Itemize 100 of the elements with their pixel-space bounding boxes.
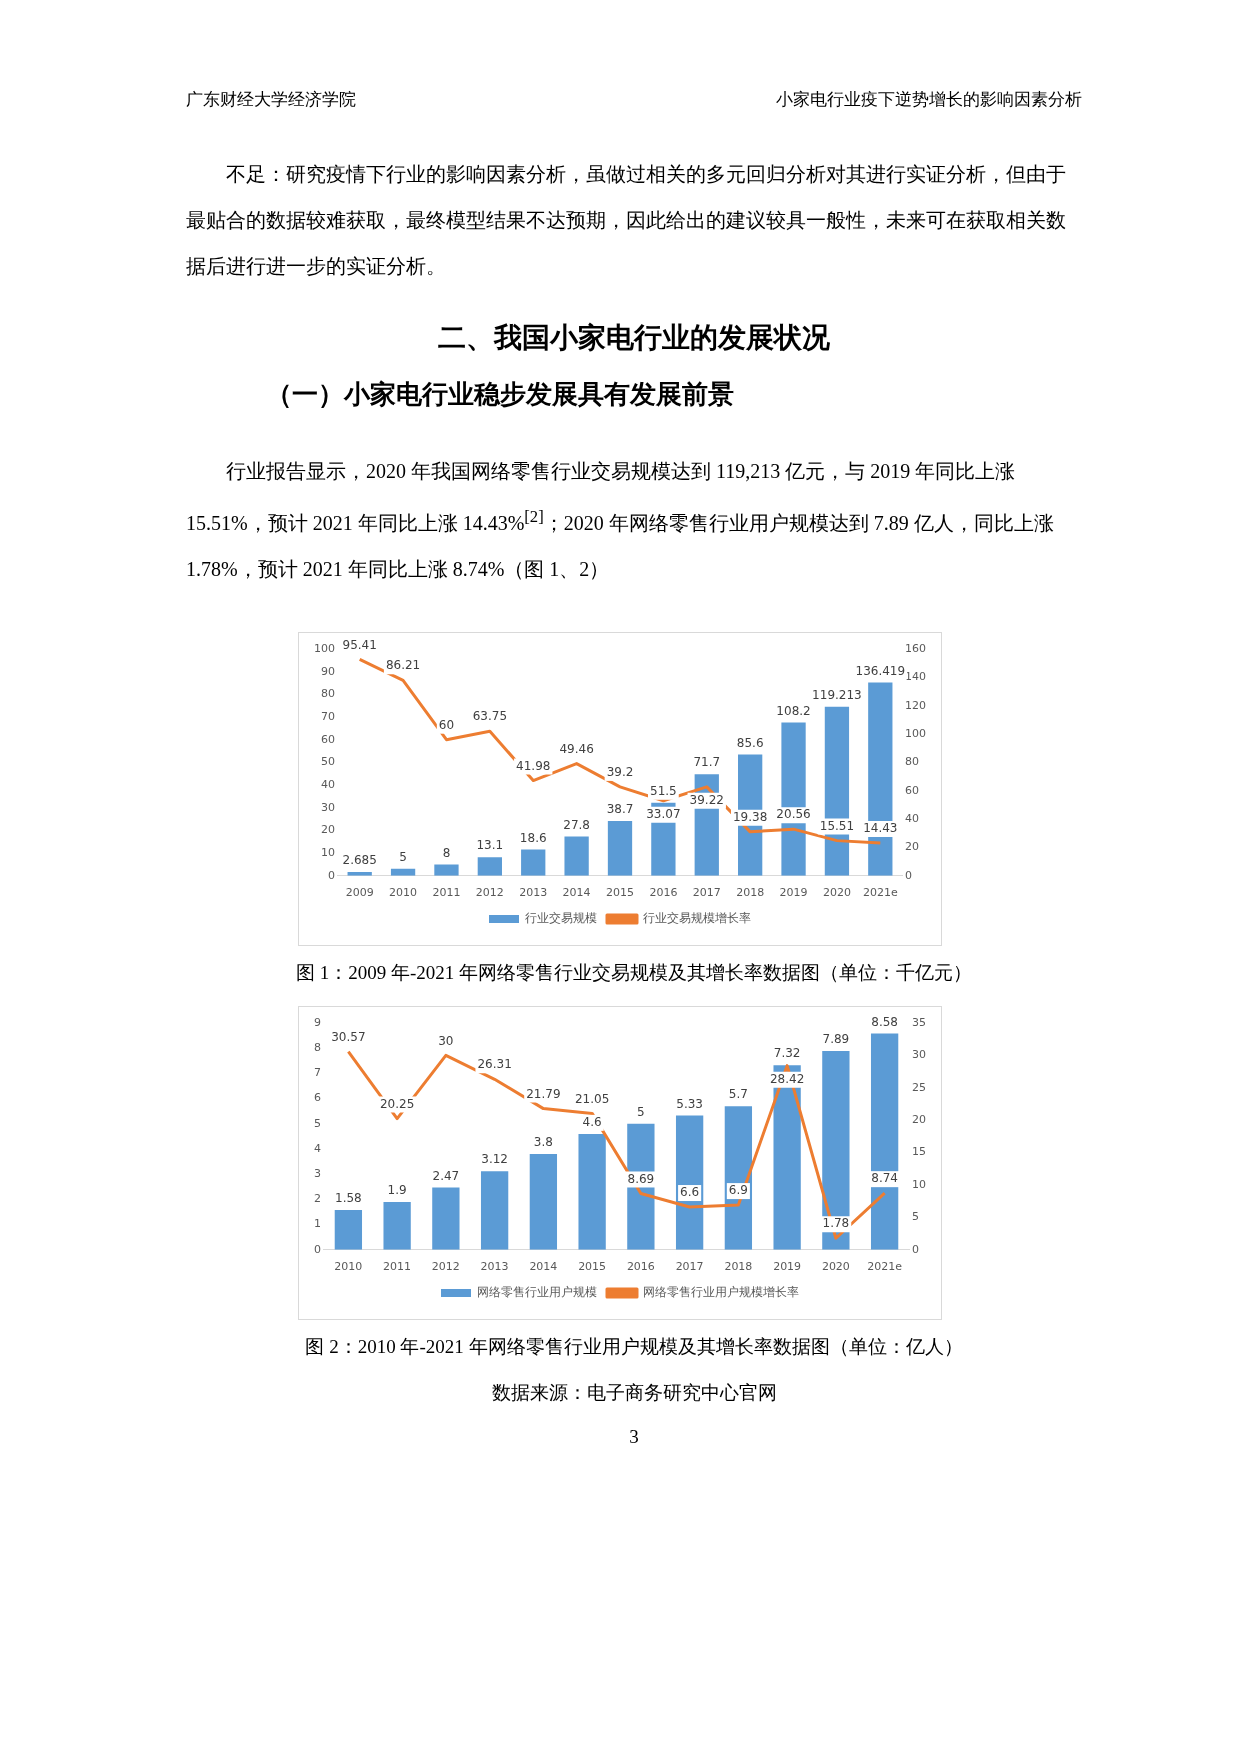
data-label: 86.21 bbox=[385, 658, 421, 673]
source-note: 数据来源：电子商务研究中心官网 bbox=[490, 1380, 778, 1405]
legend-label: 网络零售行业用户规模 bbox=[477, 1284, 597, 1299]
data-label: 1.78 bbox=[822, 1216, 850, 1231]
x-tick-label: 2019 bbox=[779, 885, 808, 899]
y-tick-label: 30 bbox=[321, 800, 335, 814]
x-tick-label: 2013 bbox=[480, 1259, 509, 1273]
y2-tick-label: 0 bbox=[905, 868, 912, 882]
y2-tick-label: 0 bbox=[912, 1242, 919, 1256]
text: （一）小家电行业稳步发展具有发展前景 bbox=[266, 378, 735, 411]
y2-tick-label: 20 bbox=[912, 1112, 926, 1126]
x-tick-label: 2009 bbox=[345, 885, 374, 899]
data-label: 3.12 bbox=[481, 1151, 508, 1166]
data-label: 19.38 bbox=[732, 809, 768, 824]
data-label: 60 bbox=[438, 717, 455, 732]
y-tick-label: 5 bbox=[314, 1116, 321, 1130]
data-label: 5.7 bbox=[728, 1086, 748, 1101]
y2-tick-label: 80 bbox=[905, 754, 919, 768]
text: 行业报告显示，2020 年我国网络零售行业交易规模达到 119,213 亿元，与 2019 年同比上涨 15.51%，预计 2021 年同比上涨 14.43%$^{[2]}$；2020 年网络零售行业用户规模达到 7.89 亿人，同比上涨 1.78%，预计 2021 年同比上涨 8.74%（图 1、2） bbox=[186, 460, 1054, 580]
data-label: 8 bbox=[442, 845, 451, 860]
bar bbox=[529, 1153, 558, 1250]
x-tick-label: 2011 bbox=[383, 1259, 412, 1273]
legend-label: 网络零售行业用户规模增长率 bbox=[643, 1284, 799, 1299]
y2-tick-label: 15 bbox=[912, 1145, 926, 1159]
y2-tick-label: 5 bbox=[912, 1209, 919, 1223]
y-tick-label: 6 bbox=[314, 1091, 321, 1105]
y-tick-label: 4 bbox=[314, 1141, 321, 1155]
y-tick-label: 40 bbox=[321, 777, 335, 791]
data-label: 20.25 bbox=[379, 1096, 415, 1111]
data-label: 26.31 bbox=[477, 1057, 512, 1072]
y-tick-label: 2 bbox=[314, 1191, 321, 1205]
legend-label: 行业交易规模增长率 bbox=[643, 910, 751, 925]
x-tick-label: 2016 bbox=[649, 885, 678, 899]
x-tick-label: 2017 bbox=[675, 1259, 704, 1273]
bar bbox=[434, 864, 459, 876]
y-tick-label: 90 bbox=[321, 664, 335, 678]
y-tick-label: 0 bbox=[328, 868, 335, 882]
data-label: 13.1 bbox=[476, 838, 504, 853]
y2-tick-label: 20 bbox=[905, 839, 919, 853]
data-label: 21.79 bbox=[526, 1086, 561, 1101]
data-label: 39.22 bbox=[689, 792, 724, 807]
data-label: 5.33 bbox=[676, 1096, 703, 1111]
data-label: 1.9 bbox=[387, 1182, 407, 1197]
y2-tick-label: 160 bbox=[905, 641, 926, 655]
y-tick-label: 3 bbox=[314, 1166, 321, 1180]
x-tick-label: 2016 bbox=[626, 1259, 655, 1273]
data-label: 136.419 bbox=[855, 663, 906, 678]
data-label: 85.6 bbox=[736, 735, 764, 750]
x-tick-label: 2020 bbox=[822, 885, 851, 899]
data-label: 21.05 bbox=[574, 1091, 610, 1106]
y-tick-label: 50 bbox=[321, 754, 335, 768]
y2-tick-label: 60 bbox=[905, 783, 919, 797]
data-label: 63.75 bbox=[472, 709, 508, 723]
y-tick-label: 7 bbox=[314, 1065, 321, 1079]
data-label: 8.69 bbox=[627, 1171, 655, 1186]
x-tick-label: 2010 bbox=[334, 1259, 363, 1273]
data-label: 41.98 bbox=[516, 758, 551, 773]
data-label: 8.74 bbox=[871, 1170, 898, 1185]
text: 小家电行业疫下逆势增长的影响因素分析 bbox=[776, 89, 1082, 111]
data-label: 6.6 bbox=[680, 1184, 700, 1199]
y-tick-label: 9 bbox=[314, 1015, 321, 1029]
text: 3 bbox=[628, 1425, 640, 1448]
y-tick-label: 8 bbox=[314, 1040, 321, 1054]
data-label: 7.32 bbox=[773, 1046, 801, 1061]
data-label: 2.47 bbox=[432, 1168, 460, 1183]
y2-tick-label: 140 bbox=[905, 669, 926, 683]
data-label: 3.8 bbox=[533, 1134, 553, 1149]
data-label: 39.2 bbox=[606, 764, 634, 779]
data-label: 38.7 bbox=[606, 801, 634, 816]
x-tick-label: 2012 bbox=[475, 885, 504, 899]
y-tick-label: 0 bbox=[314, 1242, 321, 1256]
data-label: 18.6 bbox=[519, 830, 547, 845]
data-label: 30 bbox=[438, 1033, 454, 1048]
x-tick-label: 2017 bbox=[692, 885, 721, 899]
x-tick-label: 2013 bbox=[519, 885, 548, 899]
text: 广东财经大学经济学院 bbox=[186, 89, 356, 111]
x-tick-label: 2019 bbox=[773, 1259, 802, 1273]
data-label: 7.89 bbox=[822, 1031, 850, 1046]
y-tick-label: 20 bbox=[321, 822, 335, 836]
data-label: 27.8 bbox=[563, 817, 590, 832]
data-label: 6.9 bbox=[728, 1182, 748, 1197]
data-label: 14.43 bbox=[863, 820, 898, 835]
y-tick-label: 1 bbox=[314, 1217, 321, 1231]
bar bbox=[334, 1209, 363, 1250]
bar bbox=[822, 1050, 850, 1250]
bar bbox=[383, 1201, 411, 1250]
y-tick-label: 10 bbox=[321, 845, 335, 859]
bar bbox=[477, 856, 502, 876]
x-tick-label: 2021e bbox=[867, 1259, 903, 1273]
data-label: 119.213 bbox=[812, 687, 862, 702]
data-label: 5 bbox=[399, 849, 407, 864]
data-label: 4.6 bbox=[582, 1114, 602, 1129]
y2-tick-label: 25 bbox=[912, 1080, 926, 1094]
y-tick-label: 100 bbox=[314, 641, 335, 655]
data-label: 20.56 bbox=[776, 806, 811, 821]
text: 二、我国小家电行业的发展状况 bbox=[437, 320, 831, 356]
bar bbox=[578, 1133, 606, 1250]
x-tick-label: 2020 bbox=[821, 1259, 850, 1273]
data-label: 2.685 bbox=[342, 852, 377, 867]
x-tick-label: 2014 bbox=[529, 1259, 558, 1273]
